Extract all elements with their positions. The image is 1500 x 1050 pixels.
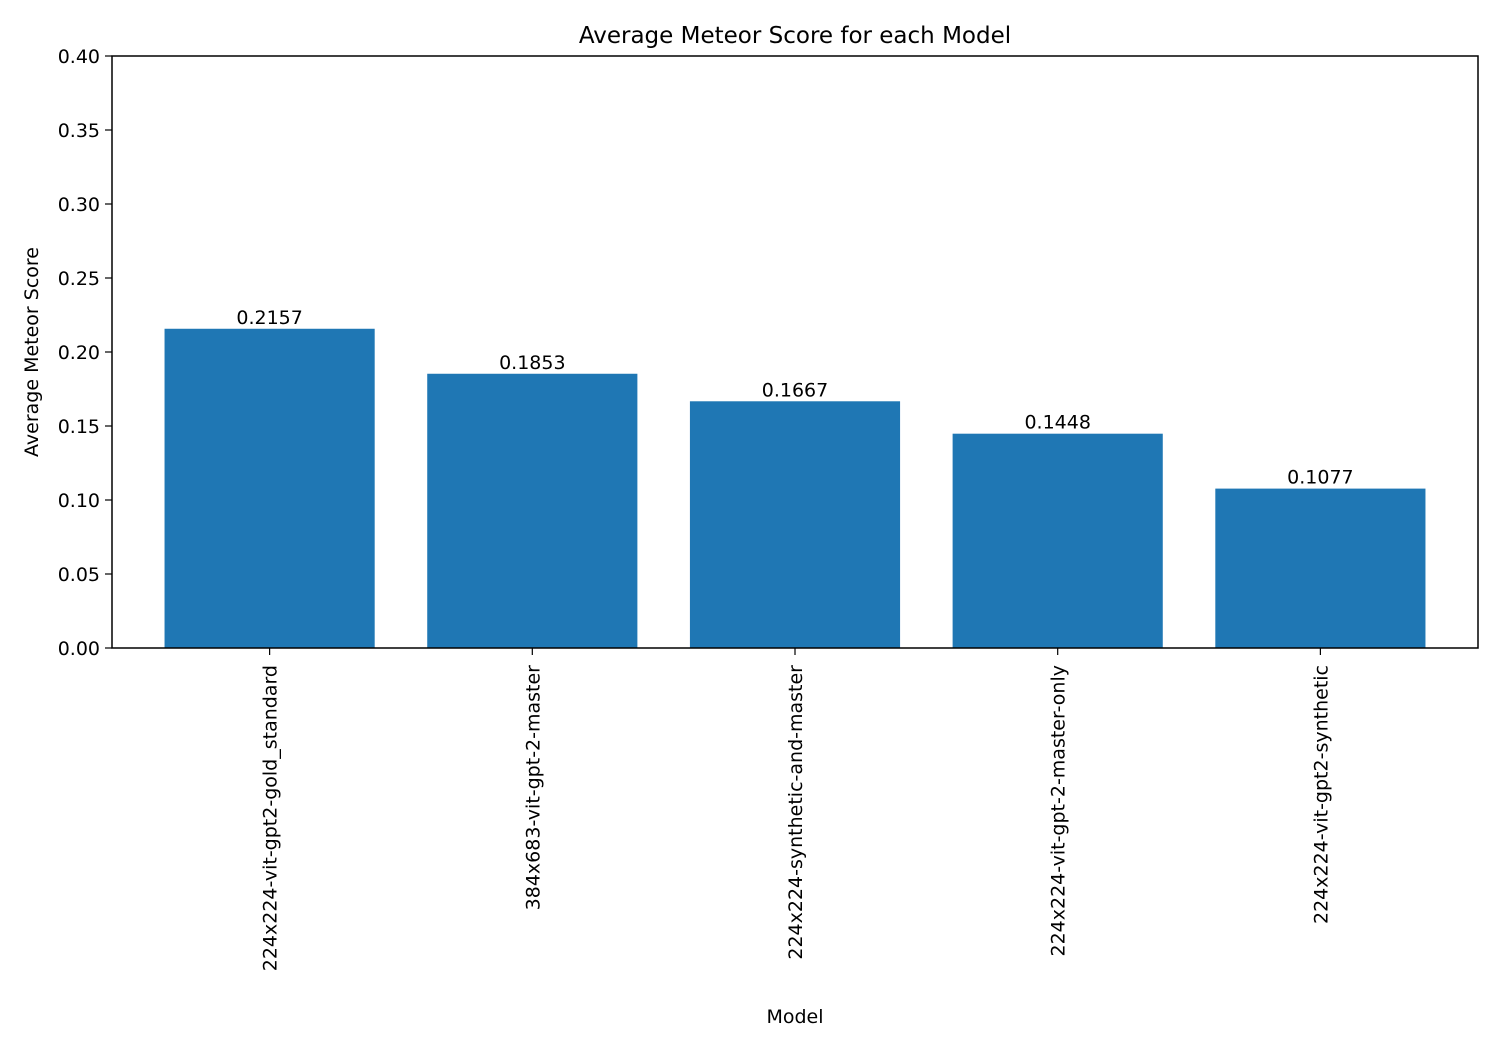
y-tick-label: 0.05 xyxy=(58,564,100,586)
data-label: 0.1667 xyxy=(762,379,828,401)
x-tick-label: 224x224-vit-gpt-2-master-only xyxy=(1048,665,1070,957)
bar xyxy=(689,401,901,648)
plot-frame xyxy=(111,55,1479,649)
bar xyxy=(164,328,375,648)
y-tick-label: 0.25 xyxy=(58,268,100,290)
data-labels-group: 0.2157 0.1853 0.1667 0.1448 0.1077 xyxy=(236,307,1353,489)
x-tick-label: 384x683-vit-gpt-2-master xyxy=(522,665,544,911)
y-tick-label: 0.20 xyxy=(58,342,100,364)
bar xyxy=(427,373,638,648)
y-tick-label: 0.40 xyxy=(58,46,100,68)
data-label: 0.2157 xyxy=(236,307,302,329)
x-tick-label: 224x224-vit-gpt2-synthetic xyxy=(1310,665,1332,924)
x-axis: 224x224-vit-gpt2-gold_standard 384x683-vi… xyxy=(260,648,1332,971)
bar xyxy=(952,433,1163,648)
y-tick-label: 0.35 xyxy=(58,120,100,142)
data-label: 0.1077 xyxy=(1287,467,1353,489)
y-tick-label: 0.00 xyxy=(58,638,100,660)
y-axis-label: Average Meteor Score xyxy=(21,247,43,457)
data-label: 0.1853 xyxy=(499,352,565,374)
y-axis: 0.00 0.05 0.10 0.15 0.20 0.25 0.30 0.35 0.40 xyxy=(58,46,112,660)
x-axis-label: Model xyxy=(766,1006,823,1028)
chart-title: Average Meteor Score for each Model xyxy=(579,23,1011,49)
bars-group xyxy=(164,328,1426,648)
x-tick-label: 224x224-synthetic-and-master xyxy=(785,665,807,960)
data-label: 0.1448 xyxy=(1024,412,1090,434)
y-tick-label: 0.15 xyxy=(58,416,100,438)
bar xyxy=(1215,488,1426,648)
y-tick-label: 0.10 xyxy=(58,490,100,512)
y-tick-label: 0.30 xyxy=(58,194,100,216)
x-tick-label: 224x224-vit-gpt2-gold_standard xyxy=(260,665,282,971)
